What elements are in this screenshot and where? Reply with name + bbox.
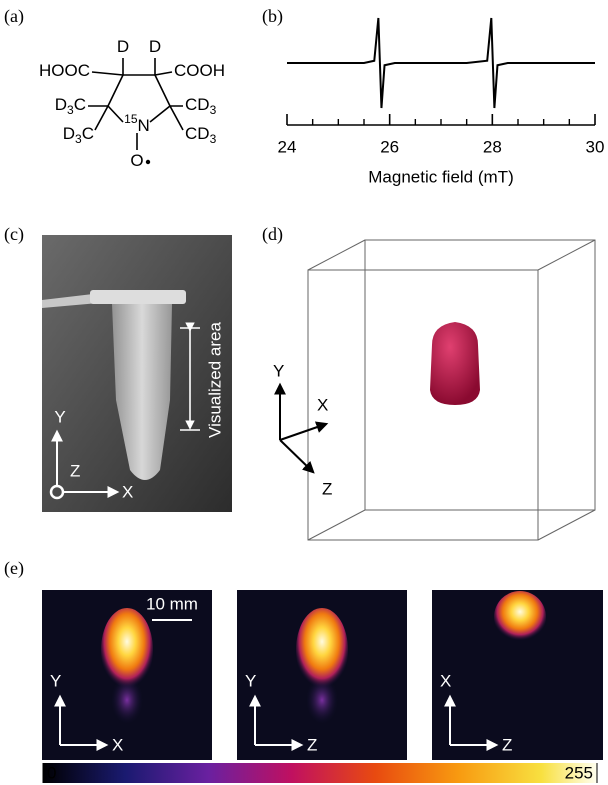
- label-part: D: [63, 124, 75, 143]
- spectrum-line: [287, 18, 595, 108]
- panel-label: (d): [262, 224, 283, 245]
- atom-label: CD3: [185, 124, 217, 146]
- colorbar-tick-label: 255: [565, 763, 593, 782]
- x-tick-label: 30: [586, 137, 605, 156]
- visualized-area-label: Visualized area: [205, 321, 224, 437]
- colorbar-tick-label: 0: [47, 763, 56, 782]
- axis-label: Z: [322, 479, 332, 498]
- axis-label: X: [112, 735, 123, 754]
- panel-label: (c): [4, 224, 24, 245]
- axis-label: Y: [273, 361, 284, 380]
- label-part: D: [117, 37, 129, 56]
- axis-label: Y: [54, 407, 65, 426]
- bonds: [88, 58, 183, 164]
- label-part: C: [82, 124, 94, 143]
- panel-label: (a): [4, 6, 24, 27]
- atom-label: CD3: [185, 95, 217, 117]
- axis-label: X: [317, 395, 328, 414]
- label-part: 3: [210, 132, 217, 146]
- photo: Visualized area Y Z X: [42, 235, 232, 512]
- atom-label: HOOC: [39, 61, 90, 80]
- axis-label: X: [122, 482, 133, 501]
- atom-label: D: [117, 37, 129, 56]
- axis-label: X: [440, 671, 451, 690]
- atom-label: D3C: [55, 95, 86, 117]
- axis-label: Z: [502, 735, 512, 754]
- page: (a) (b) (c) (d) (e) DDHOOCCOOHD3CCD3D3CC…: [0, 0, 608, 785]
- label-part: CD: [185, 124, 210, 143]
- label-part: C: [74, 95, 86, 114]
- x-tick-label: 26: [380, 137, 399, 156]
- axis-label: Y: [50, 671, 61, 690]
- label-part: O: [130, 151, 143, 170]
- label-part: N: [138, 116, 150, 135]
- panel-label: (e): [4, 558, 24, 579]
- x-tick-label: 24: [278, 137, 297, 156]
- label-part: COOH: [174, 61, 225, 80]
- atom-label: D: [149, 37, 161, 56]
- label-part: 15: [124, 112, 138, 126]
- spectrum-chart: Magnetic field (mT) 24 26 28 30: [278, 18, 605, 186]
- axis-label: Z: [70, 461, 80, 480]
- axis-label: Y: [245, 671, 256, 690]
- label-part: CD: [185, 95, 210, 114]
- label-part: D: [149, 37, 161, 56]
- x-tick-label: 28: [483, 137, 502, 156]
- maps: 10 mm Y X Y Z X Z: [42, 590, 603, 783]
- scale-bar-label: 10 mm: [146, 594, 198, 613]
- colorbar: [42, 763, 597, 783]
- figure: (a) (b) (c) (d) (e) DDHOOCCOOHD3CCD3D3CC…: [0, 0, 608, 785]
- render-3d: Y X Z: [273, 240, 595, 540]
- axis-label: Z: [307, 735, 317, 754]
- atom-label: COOH: [174, 61, 225, 80]
- atom-label: D3C: [63, 124, 94, 146]
- atom-label: O: [130, 151, 143, 170]
- x-axis-label: Magnetic field (mT): [368, 167, 513, 186]
- panel-label: (b): [262, 6, 283, 27]
- label-part: HOOC: [39, 61, 90, 80]
- label-part: 3: [210, 103, 217, 117]
- atom-label: 15N: [124, 112, 150, 135]
- label-part: D: [55, 95, 67, 114]
